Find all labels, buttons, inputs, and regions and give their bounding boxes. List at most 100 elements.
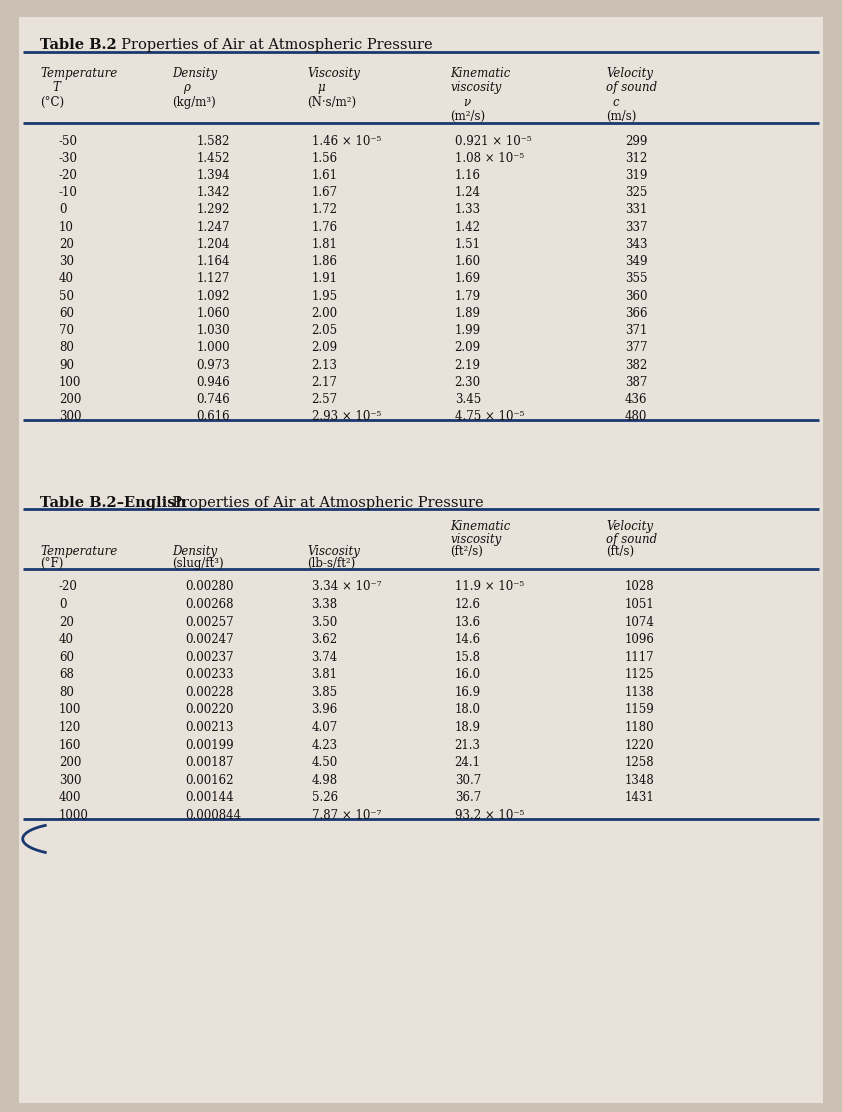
Text: 0.00220: 0.00220 — [185, 704, 234, 716]
Text: Viscosity: Viscosity — [307, 545, 360, 558]
Text: 1.91: 1.91 — [312, 272, 338, 286]
Text: 4.07: 4.07 — [312, 721, 338, 734]
Text: 337: 337 — [625, 220, 647, 234]
Text: 2.00: 2.00 — [312, 307, 338, 320]
Text: 36.7: 36.7 — [455, 792, 481, 804]
Text: 1220: 1220 — [625, 738, 654, 752]
Text: 436: 436 — [625, 393, 647, 406]
Text: viscosity: viscosity — [450, 81, 502, 95]
Text: 1.16: 1.16 — [455, 169, 481, 182]
Text: 1.79: 1.79 — [455, 289, 481, 302]
Text: 16.0: 16.0 — [455, 668, 481, 682]
Text: 1348: 1348 — [625, 774, 654, 786]
Text: (°F): (°F) — [40, 557, 64, 570]
Text: ν: ν — [463, 96, 470, 109]
Text: (ft/s): (ft/s) — [606, 545, 634, 558]
Text: 377: 377 — [625, 341, 647, 355]
Text: Velocity: Velocity — [606, 67, 653, 80]
Text: 1431: 1431 — [625, 792, 654, 804]
Text: 15.8: 15.8 — [455, 651, 481, 664]
Text: 1.60: 1.60 — [455, 256, 481, 268]
Text: -50: -50 — [59, 135, 78, 148]
Text: Density: Density — [173, 67, 218, 80]
Text: 70: 70 — [59, 325, 74, 337]
Text: 3.96: 3.96 — [312, 704, 338, 716]
Text: 1.24: 1.24 — [455, 186, 481, 199]
Text: Table B.2–English: Table B.2–English — [40, 496, 187, 510]
Text: 1.99: 1.99 — [455, 325, 481, 337]
Text: 1.46 × 10⁻⁵: 1.46 × 10⁻⁵ — [312, 135, 381, 148]
Text: 14.6: 14.6 — [455, 633, 481, 646]
Text: 3.74: 3.74 — [312, 651, 338, 664]
Text: 1.42: 1.42 — [455, 220, 481, 234]
Text: 12.6: 12.6 — [455, 598, 481, 610]
Text: 299: 299 — [625, 135, 647, 148]
Text: 10: 10 — [59, 220, 74, 234]
Text: 343: 343 — [625, 238, 647, 251]
Text: 16.9: 16.9 — [455, 686, 481, 698]
Text: 1.092: 1.092 — [196, 289, 230, 302]
Text: c: c — [613, 96, 620, 109]
Text: Kinematic: Kinematic — [450, 520, 511, 534]
Text: 2.09: 2.09 — [312, 341, 338, 355]
Text: 1.33: 1.33 — [455, 203, 481, 217]
Text: 1.61: 1.61 — [312, 169, 338, 182]
Text: 200: 200 — [59, 393, 82, 406]
Text: Velocity: Velocity — [606, 520, 653, 534]
Text: 13.6: 13.6 — [455, 616, 481, 628]
Text: 0.00162: 0.00162 — [185, 774, 234, 786]
Text: 1125: 1125 — [625, 668, 654, 682]
Text: 1.56: 1.56 — [312, 151, 338, 165]
Text: 1074: 1074 — [625, 616, 654, 628]
Text: 2.30: 2.30 — [455, 376, 481, 389]
Text: 331: 331 — [625, 203, 647, 217]
Text: 1.582: 1.582 — [196, 135, 230, 148]
Text: -20: -20 — [59, 169, 77, 182]
Text: 200: 200 — [59, 756, 82, 770]
Text: 18.9: 18.9 — [455, 721, 481, 734]
Text: 1.89: 1.89 — [455, 307, 481, 320]
Text: 1.204: 1.204 — [196, 238, 230, 251]
Text: 1.247: 1.247 — [196, 220, 230, 234]
Text: 1028: 1028 — [625, 580, 654, 594]
Text: 0.00228: 0.00228 — [185, 686, 233, 698]
Text: 80: 80 — [59, 341, 74, 355]
Text: 2.13: 2.13 — [312, 358, 338, 371]
Text: 1.86: 1.86 — [312, 256, 338, 268]
Text: 0: 0 — [59, 203, 67, 217]
Text: Density: Density — [173, 545, 218, 558]
Text: (ft²/s): (ft²/s) — [450, 545, 483, 558]
Text: 1.000: 1.000 — [196, 341, 230, 355]
Text: (N·s/m²): (N·s/m²) — [307, 96, 356, 109]
Text: 30: 30 — [59, 256, 74, 268]
Text: 349: 349 — [625, 256, 647, 268]
Text: 0.946: 0.946 — [196, 376, 230, 389]
Text: 480: 480 — [625, 410, 647, 424]
Text: 90: 90 — [59, 358, 74, 371]
Text: 4.23: 4.23 — [312, 738, 338, 752]
Text: 100: 100 — [59, 376, 82, 389]
Text: 3.45: 3.45 — [455, 393, 481, 406]
Text: 0.00268: 0.00268 — [185, 598, 234, 610]
Text: 1.76: 1.76 — [312, 220, 338, 234]
Text: 2.19: 2.19 — [455, 358, 481, 371]
Text: 1.342: 1.342 — [196, 186, 230, 199]
Text: Temperature: Temperature — [40, 67, 118, 80]
Text: 30.7: 30.7 — [455, 774, 481, 786]
Text: 0.00237: 0.00237 — [185, 651, 234, 664]
Text: 68: 68 — [59, 668, 74, 682]
Text: 300: 300 — [59, 410, 82, 424]
Text: 0.921 × 10⁻⁵: 0.921 × 10⁻⁵ — [455, 135, 531, 148]
Text: 60: 60 — [59, 651, 74, 664]
Text: 1258: 1258 — [625, 756, 654, 770]
Text: 366: 366 — [625, 307, 647, 320]
Text: Temperature: Temperature — [40, 545, 118, 558]
Text: 100: 100 — [59, 704, 82, 716]
Text: Table B.2: Table B.2 — [40, 38, 117, 52]
Text: 20: 20 — [59, 238, 74, 251]
Text: 93.2 × 10⁻⁵: 93.2 × 10⁻⁵ — [455, 808, 524, 822]
Text: -20: -20 — [59, 580, 77, 594]
Text: 1.81: 1.81 — [312, 238, 338, 251]
Text: ρ: ρ — [183, 81, 189, 95]
Text: 360: 360 — [625, 289, 647, 302]
